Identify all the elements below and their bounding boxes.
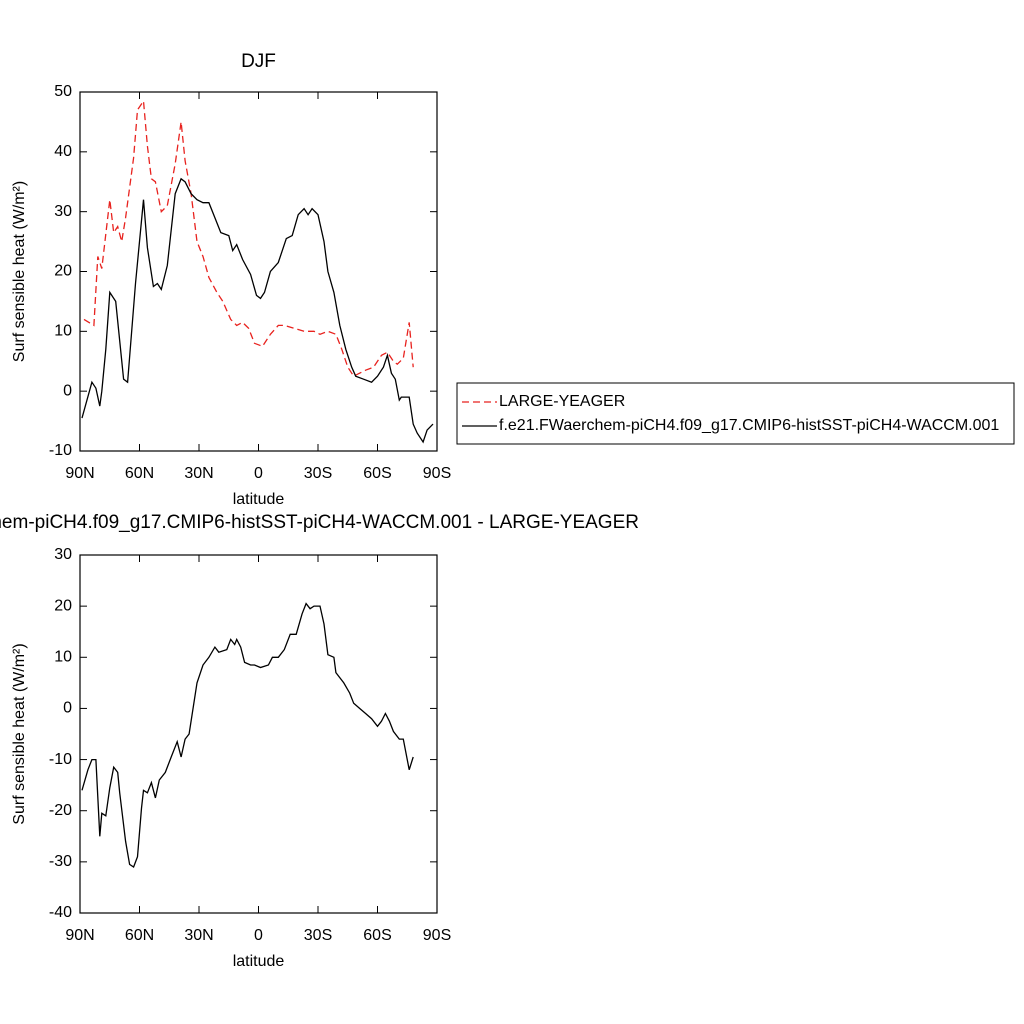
x-tick-label: 90N [65, 927, 94, 944]
plot-frame [79, 91, 438, 452]
y-axis-label: Surf sensible heat (W/m²) [11, 181, 28, 362]
y-tick-label: -30 [49, 853, 72, 870]
chart-title: f.e21.FWaerchem-piCH4.f09_g17.CMIP6-hist… [0, 512, 639, 533]
y-axis-label: Surf sensible heat (W/m²) [11, 643, 28, 824]
x-tick-label: 90S [423, 465, 451, 482]
x-tick-label: 60N [125, 465, 154, 482]
x-tick-label: 60N [125, 927, 154, 944]
y-tick-label: 10 [54, 323, 72, 340]
plot-frame [79, 554, 438, 914]
x-tick-label: 30N [184, 465, 213, 482]
data-line [83, 99, 414, 378]
y-tick-label: 20 [54, 597, 72, 614]
legend-label: LARGE-YEAGER [499, 393, 625, 410]
y-tick-label: 20 [54, 263, 72, 280]
y-tick-label: -10 [49, 751, 72, 768]
x-tick-label: 90S [423, 927, 451, 944]
y-tick-label: 40 [54, 143, 72, 160]
data-line [81, 602, 414, 868]
x-axis-label: latitude [233, 953, 285, 970]
x-axis-label: latitude [233, 491, 285, 508]
y-tick-label: 30 [54, 546, 72, 563]
x-tick-label: 60S [363, 465, 391, 482]
y-tick-label: 50 [54, 83, 72, 100]
x-tick-label: 0 [254, 927, 263, 944]
y-tick-label: -40 [49, 904, 72, 921]
y-tick-label: 10 [54, 649, 72, 666]
y-tick-label: 0 [63, 382, 72, 399]
x-tick-label: 30S [304, 465, 332, 482]
x-tick-label: 90N [65, 465, 94, 482]
y-tick-label: -10 [49, 442, 72, 459]
x-tick-label: 0 [254, 465, 263, 482]
y-tick-label: -20 [49, 802, 72, 819]
legend-label: f.e21.FWaerchem-piCH4.f09_g17.CMIP6-hist… [499, 417, 999, 434]
y-tick-label: 0 [63, 700, 72, 717]
y-tick-label: 30 [54, 203, 72, 220]
x-tick-label: 30S [304, 927, 332, 944]
x-tick-label: 60S [363, 927, 391, 944]
x-tick-label: 30N [184, 927, 213, 944]
data-line [81, 177, 434, 444]
chart-title: DJF [241, 51, 276, 72]
legend-box [456, 382, 1015, 445]
